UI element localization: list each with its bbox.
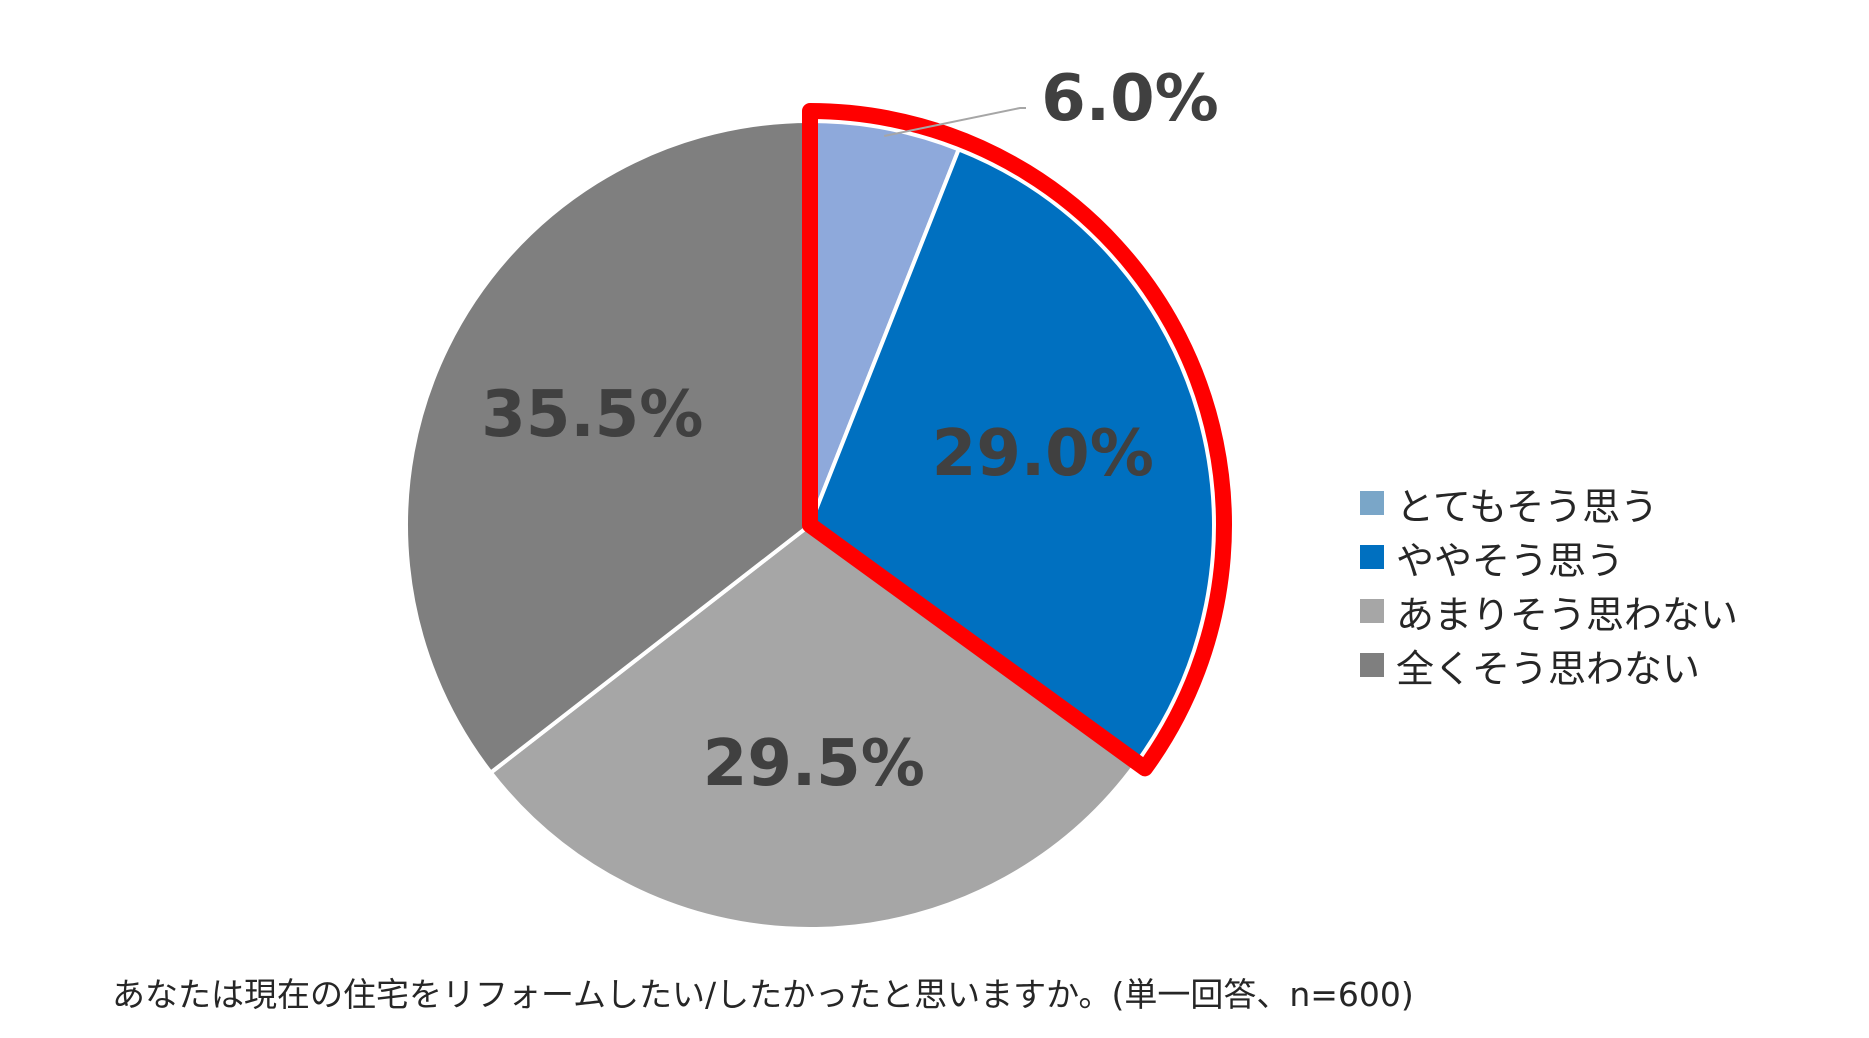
legend-label: 全くそう思わない — [1396, 646, 1701, 691]
legend-label: とてもそう思う — [1396, 484, 1659, 529]
legend-item-yaya: ややそう思う — [1360, 530, 1738, 584]
legend-label: あまりそう思わない — [1396, 592, 1739, 637]
highlight-outline-path — [802, 103, 1232, 777]
legend-swatch — [1360, 545, 1384, 569]
legend-item-totemo: とてもそう思う — [1360, 476, 1738, 530]
legend-item-mattaku: 全くそう思わない — [1360, 638, 1738, 692]
leader-line — [883, 107, 1026, 137]
slice-amari — [488, 523, 1139, 931]
legend: とてもそう思う ややそう思う あまりそう思わない 全くそう思わない — [1360, 476, 1738, 692]
pie-slices — [404, 119, 1216, 931]
leader-lines — [883, 107, 1026, 137]
data-label-mattaku: 35.5% — [481, 378, 703, 452]
legend-label: ややそう思う — [1396, 538, 1625, 583]
data-label-totemo: 6.0% — [1041, 62, 1219, 136]
chart-caption: あなたは現在の住宅をリフォームしたい/したかったと思いますか。(単一回答、n=6… — [112, 975, 1414, 1014]
data-label-yaya: 29.0% — [932, 417, 1154, 491]
legend-swatch — [1360, 653, 1384, 677]
legend-item-amari: あまりそう思わない — [1360, 584, 1738, 638]
highlight-outline — [802, 103, 1232, 777]
data-labels: 6.0% 29.0% 29.5% 35.5% — [481, 62, 1218, 801]
legend-swatch — [1360, 491, 1384, 515]
slice-mattaku — [404, 119, 812, 775]
legend-swatch — [1360, 599, 1384, 623]
slice-yaya — [808, 147, 1216, 765]
data-label-amari: 29.5% — [703, 727, 925, 801]
